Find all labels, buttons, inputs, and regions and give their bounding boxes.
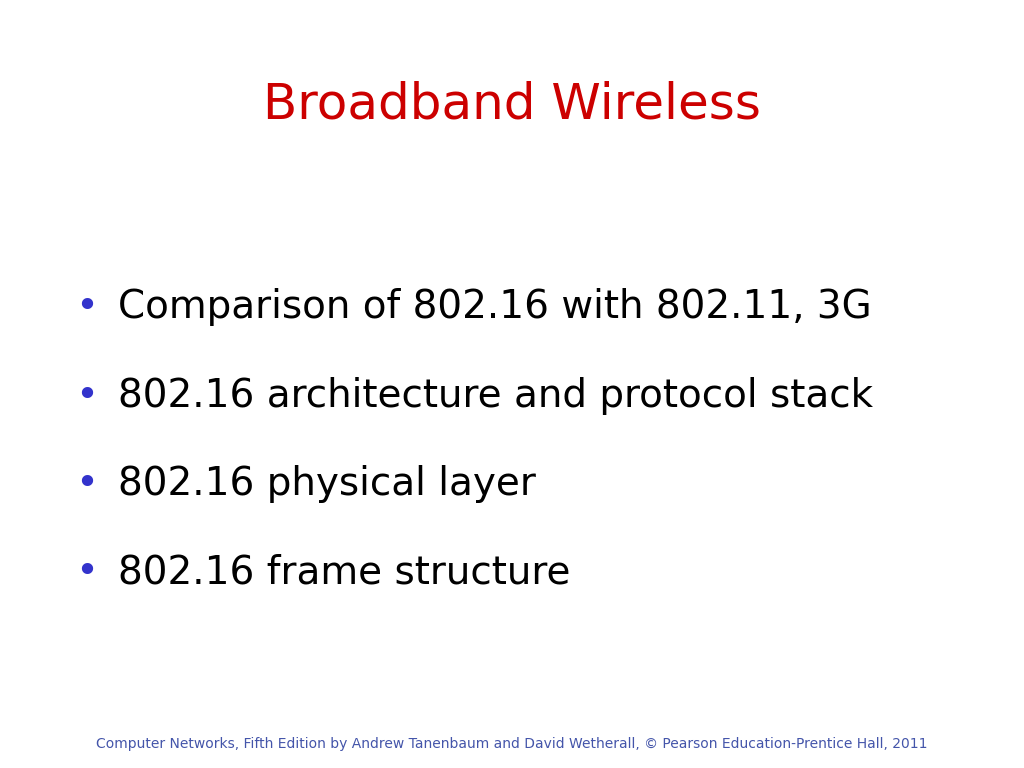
Text: •: • xyxy=(76,288,98,326)
Text: Broadband Wireless: Broadband Wireless xyxy=(263,81,761,128)
Text: •: • xyxy=(76,376,98,415)
Text: 802.16 architecture and protocol stack: 802.16 architecture and protocol stack xyxy=(118,376,872,415)
Text: Computer Networks, Fifth Edition by Andrew Tanenbaum and David Wetherall, © Pear: Computer Networks, Fifth Edition by Andr… xyxy=(96,737,928,751)
Text: 802.16 frame structure: 802.16 frame structure xyxy=(118,553,570,591)
Text: •: • xyxy=(76,465,98,503)
Text: 802.16 physical layer: 802.16 physical layer xyxy=(118,465,536,503)
Text: Comparison of 802.16 with 802.11, 3G: Comparison of 802.16 with 802.11, 3G xyxy=(118,288,871,326)
Text: •: • xyxy=(76,553,98,591)
